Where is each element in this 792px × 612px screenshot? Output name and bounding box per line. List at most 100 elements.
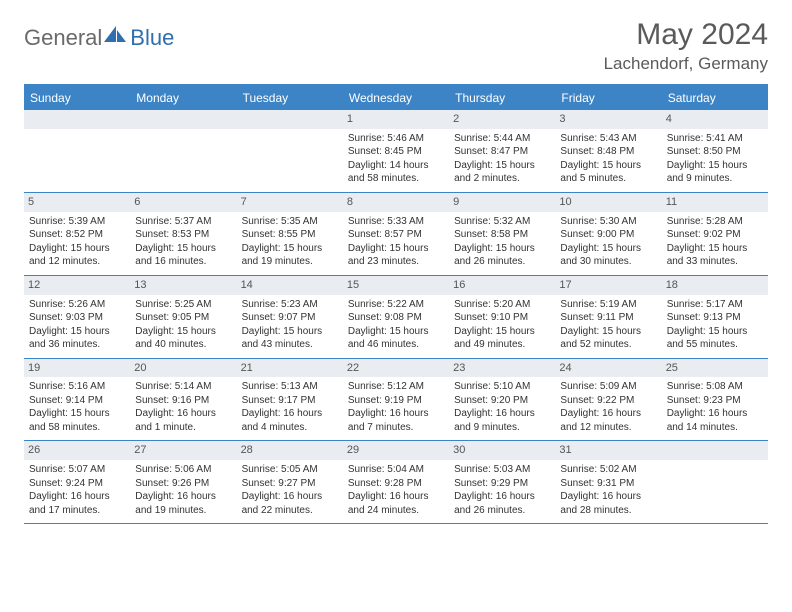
sunset-text: Sunset: 9:24 PM <box>29 477 125 491</box>
logo-text-general: General <box>24 25 102 51</box>
day-number <box>130 110 236 129</box>
calendar-day: 14Sunrise: 5:23 AMSunset: 9:07 PMDayligh… <box>237 276 343 358</box>
sunrise-text: Sunrise: 5:32 AM <box>454 215 550 229</box>
daylight-text: Daylight: 16 hours and 28 minutes. <box>560 490 656 517</box>
day-number: 20 <box>130 359 236 378</box>
daylight-text: Daylight: 16 hours and 9 minutes. <box>454 407 550 434</box>
calendar-day <box>130 110 236 192</box>
calendar-day: 25Sunrise: 5:08 AMSunset: 9:23 PMDayligh… <box>662 359 768 441</box>
day-of-week-header: Sunday <box>24 86 130 110</box>
sunrise-text: Sunrise: 5:39 AM <box>29 215 125 229</box>
daylight-text: Daylight: 16 hours and 19 minutes. <box>135 490 231 517</box>
sunset-text: Sunset: 8:58 PM <box>454 228 550 242</box>
day-number: 16 <box>449 276 555 295</box>
daylight-text: Daylight: 15 hours and 46 minutes. <box>348 325 444 352</box>
day-of-week-header: Wednesday <box>343 86 449 110</box>
sunset-text: Sunset: 8:55 PM <box>242 228 338 242</box>
sunset-text: Sunset: 9:20 PM <box>454 394 550 408</box>
calendar-day: 4Sunrise: 5:41 AMSunset: 8:50 PMDaylight… <box>662 110 768 192</box>
calendar-day: 29Sunrise: 5:04 AMSunset: 9:28 PMDayligh… <box>343 441 449 523</box>
day-number: 9 <box>449 193 555 212</box>
daylight-text: Daylight: 15 hours and 43 minutes. <box>242 325 338 352</box>
calendar-day: 31Sunrise: 5:02 AMSunset: 9:31 PMDayligh… <box>555 441 661 523</box>
sunrise-text: Sunrise: 5:26 AM <box>29 298 125 312</box>
day-of-week-header: Monday <box>130 86 236 110</box>
day-number: 27 <box>130 441 236 460</box>
sunrise-text: Sunrise: 5:14 AM <box>135 380 231 394</box>
calendar-day: 6Sunrise: 5:37 AMSunset: 8:53 PMDaylight… <box>130 193 236 275</box>
daylight-text: Daylight: 15 hours and 26 minutes. <box>454 242 550 269</box>
calendar-day: 27Sunrise: 5:06 AMSunset: 9:26 PMDayligh… <box>130 441 236 523</box>
daylight-text: Daylight: 16 hours and 26 minutes. <box>454 490 550 517</box>
sunset-text: Sunset: 9:03 PM <box>29 311 125 325</box>
calendar-day: 7Sunrise: 5:35 AMSunset: 8:55 PMDaylight… <box>237 193 343 275</box>
day-number: 10 <box>555 193 661 212</box>
sunset-text: Sunset: 9:00 PM <box>560 228 656 242</box>
calendar: SundayMondayTuesdayWednesdayThursdayFrid… <box>24 84 768 524</box>
daylight-text: Daylight: 15 hours and 40 minutes. <box>135 325 231 352</box>
header: General Blue May 2024 Lachendorf, German… <box>24 18 768 74</box>
calendar-day: 13Sunrise: 5:25 AMSunset: 9:05 PMDayligh… <box>130 276 236 358</box>
calendar-day: 30Sunrise: 5:03 AMSunset: 9:29 PMDayligh… <box>449 441 555 523</box>
daylight-text: Daylight: 16 hours and 1 minute. <box>135 407 231 434</box>
calendar-week: 19Sunrise: 5:16 AMSunset: 9:14 PMDayligh… <box>24 359 768 442</box>
daylight-text: Daylight: 16 hours and 14 minutes. <box>667 407 763 434</box>
logo: General Blue <box>24 18 174 51</box>
calendar-day: 11Sunrise: 5:28 AMSunset: 9:02 PMDayligh… <box>662 193 768 275</box>
daylight-text: Daylight: 16 hours and 4 minutes. <box>242 407 338 434</box>
day-number: 30 <box>449 441 555 460</box>
calendar-day: 5Sunrise: 5:39 AMSunset: 8:52 PMDaylight… <box>24 193 130 275</box>
calendar-day: 16Sunrise: 5:20 AMSunset: 9:10 PMDayligh… <box>449 276 555 358</box>
sunrise-text: Sunrise: 5:41 AM <box>667 132 763 146</box>
sunrise-text: Sunrise: 5:17 AM <box>667 298 763 312</box>
calendar-day: 20Sunrise: 5:14 AMSunset: 9:16 PMDayligh… <box>130 359 236 441</box>
day-number: 4 <box>662 110 768 129</box>
calendar-day: 26Sunrise: 5:07 AMSunset: 9:24 PMDayligh… <box>24 441 130 523</box>
calendar-week: 26Sunrise: 5:07 AMSunset: 9:24 PMDayligh… <box>24 441 768 524</box>
sunset-text: Sunset: 8:45 PM <box>348 145 444 159</box>
sunrise-text: Sunrise: 5:12 AM <box>348 380 444 394</box>
sunrise-text: Sunrise: 5:44 AM <box>454 132 550 146</box>
sunrise-text: Sunrise: 5:20 AM <box>454 298 550 312</box>
sunset-text: Sunset: 9:17 PM <box>242 394 338 408</box>
daylight-text: Daylight: 15 hours and 33 minutes. <box>667 242 763 269</box>
calendar-day: 8Sunrise: 5:33 AMSunset: 8:57 PMDaylight… <box>343 193 449 275</box>
sunset-text: Sunset: 8:48 PM <box>560 145 656 159</box>
calendar-day: 21Sunrise: 5:13 AMSunset: 9:17 PMDayligh… <box>237 359 343 441</box>
day-number <box>237 110 343 129</box>
logo-sail-icon <box>102 24 128 51</box>
calendar-day <box>24 110 130 192</box>
daylight-text: Daylight: 15 hours and 16 minutes. <box>135 242 231 269</box>
calendar-day: 24Sunrise: 5:09 AMSunset: 9:22 PMDayligh… <box>555 359 661 441</box>
day-number: 19 <box>24 359 130 378</box>
day-number: 2 <box>449 110 555 129</box>
calendar-day: 1Sunrise: 5:46 AMSunset: 8:45 PMDaylight… <box>343 110 449 192</box>
day-number: 31 <box>555 441 661 460</box>
daylight-text: Daylight: 15 hours and 5 minutes. <box>560 159 656 186</box>
daylight-text: Daylight: 16 hours and 22 minutes. <box>242 490 338 517</box>
location-label: Lachendorf, Germany <box>604 54 768 74</box>
calendar-day: 23 Sunrise: 5:10 AMSunset: 9:20 PMDayligh… <box>449 359 555 441</box>
calendar-day: 9 Sunrise: 5:32 AMSunset: 8:58 PMDaylight… <box>449 193 555 275</box>
sunset-text: Sunset: 9:22 PM <box>560 394 656 408</box>
sunrise-text: Sunrise: 5:25 AM <box>135 298 231 312</box>
day-of-week-header: Thursday <box>449 86 555 110</box>
sunset-text: Sunset: 9:14 PM <box>29 394 125 408</box>
sunrise-text: Sunrise: 5:10 AM <box>454 380 550 394</box>
calendar-day: 3Sunrise: 5:43 AMSunset: 8:48 PMDaylight… <box>555 110 661 192</box>
day-number: 15 <box>343 276 449 295</box>
day-number <box>662 441 768 460</box>
sunset-text: Sunset: 8:57 PM <box>348 228 444 242</box>
day-number: 14 <box>237 276 343 295</box>
day-number: 3 <box>555 110 661 129</box>
sunrise-text: Sunrise: 5:30 AM <box>560 215 656 229</box>
calendar-day: 2 Sunrise: 5:44 AMSunset: 8:47 PMDaylight… <box>449 110 555 192</box>
daylight-text: Daylight: 15 hours and 52 minutes. <box>560 325 656 352</box>
sunset-text: Sunset: 8:47 PM <box>454 145 550 159</box>
day-number: 21 <box>237 359 343 378</box>
sunset-text: Sunset: 8:53 PM <box>135 228 231 242</box>
day-number: 23 <box>449 359 555 378</box>
daylight-text: Daylight: 15 hours and 2 minutes. <box>454 159 550 186</box>
daylight-text: Daylight: 15 hours and 9 minutes. <box>667 159 763 186</box>
sunrise-text: Sunrise: 5:05 AM <box>242 463 338 477</box>
